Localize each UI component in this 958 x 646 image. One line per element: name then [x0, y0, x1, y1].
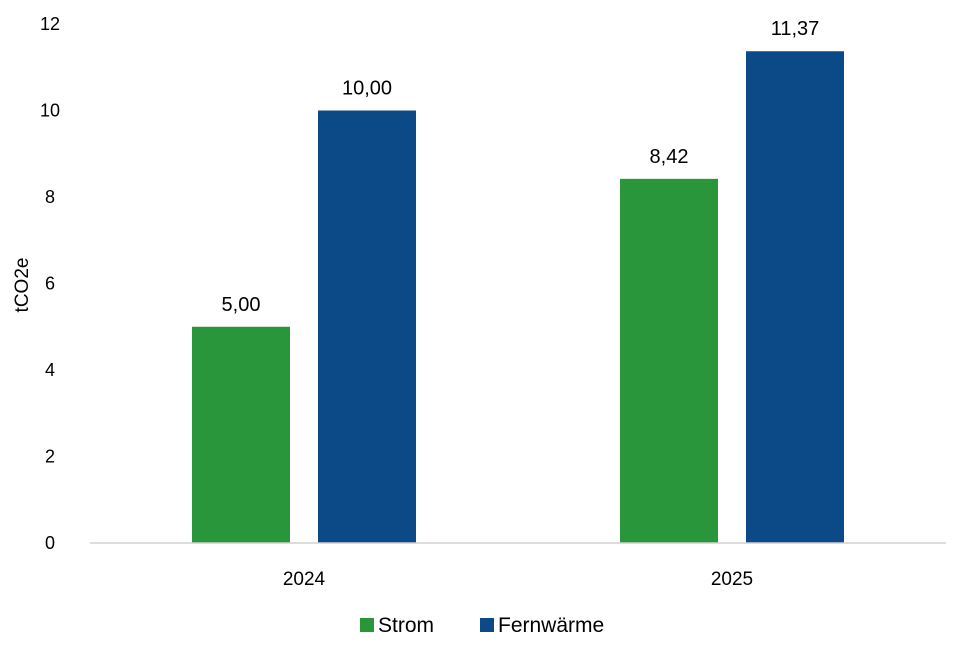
- x-axis-categories: 2024 2025: [283, 569, 753, 590]
- bar-strom-2024: [192, 326, 290, 543]
- x-category-label: 2025: [711, 569, 753, 590]
- legend-swatch-strom: [360, 618, 374, 632]
- y-axis-ticks: 0 2 4 6 8 10 12: [40, 14, 60, 553]
- y-tick-label: 2: [45, 447, 55, 467]
- legend-swatch-fernw-rme: [480, 618, 494, 632]
- legend-label: Fernwärme: [498, 614, 604, 637]
- y-tick-label: 8: [45, 187, 55, 207]
- y-tick-label: 6: [45, 274, 55, 294]
- y-axis-title: tCO2e: [12, 258, 33, 313]
- bar-strom-2025: [620, 178, 718, 543]
- x-category-label: 2024: [283, 569, 326, 590]
- data-label: 5,00: [222, 294, 261, 316]
- data-label: 8,42: [650, 146, 689, 168]
- legend-label: Strom: [378, 614, 434, 637]
- y-tick-label: 12: [40, 14, 60, 34]
- data-label: 11,37: [771, 18, 820, 40]
- bar-fernw-rme-2024: [318, 110, 416, 543]
- legend: Strom Fernwärme: [360, 614, 604, 637]
- bars-group: 5,00 10,00 8,42 11,37: [192, 18, 844, 544]
- y-tick-label: 0: [45, 533, 55, 553]
- y-tick-label: 4: [45, 360, 55, 380]
- bar-fernw-rme-2025: [746, 51, 844, 544]
- data-label: 10,00: [342, 78, 392, 100]
- y-tick-label: 10: [40, 101, 60, 121]
